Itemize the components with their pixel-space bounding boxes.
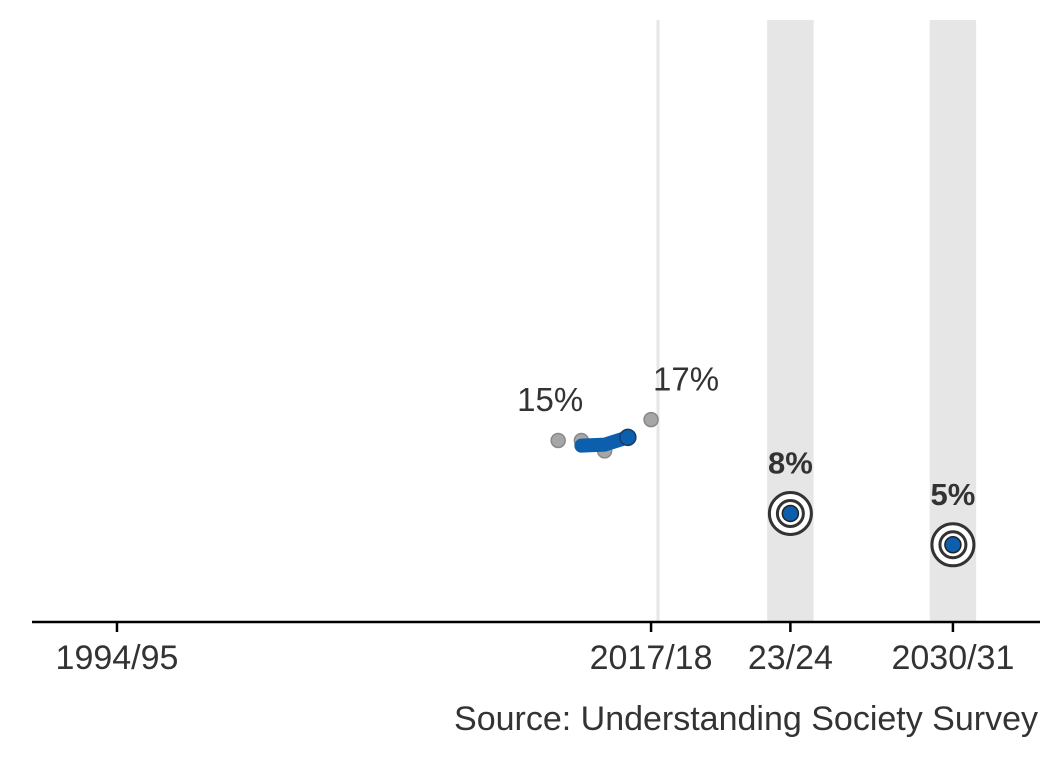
source-note: Source: Understanding Society Survey xyxy=(454,700,1038,738)
x-tick-label: 23/24 xyxy=(748,639,833,677)
target-band xyxy=(929,20,977,622)
trend-end xyxy=(619,428,637,447)
data-point xyxy=(550,432,566,449)
target-label: 8% xyxy=(768,446,813,481)
x-tick-label: 1994/95 xyxy=(56,639,179,677)
target-point xyxy=(944,536,962,554)
data-point xyxy=(643,411,659,428)
target-point xyxy=(781,504,800,523)
data-label: 15% xyxy=(517,381,583,418)
x-tick-label: 2017/18 xyxy=(590,639,713,677)
x-tick-label: 2030/31 xyxy=(891,639,1014,677)
data-label: 17% xyxy=(653,360,719,397)
background-layer xyxy=(656,20,977,622)
target-label: 5% xyxy=(931,477,976,512)
